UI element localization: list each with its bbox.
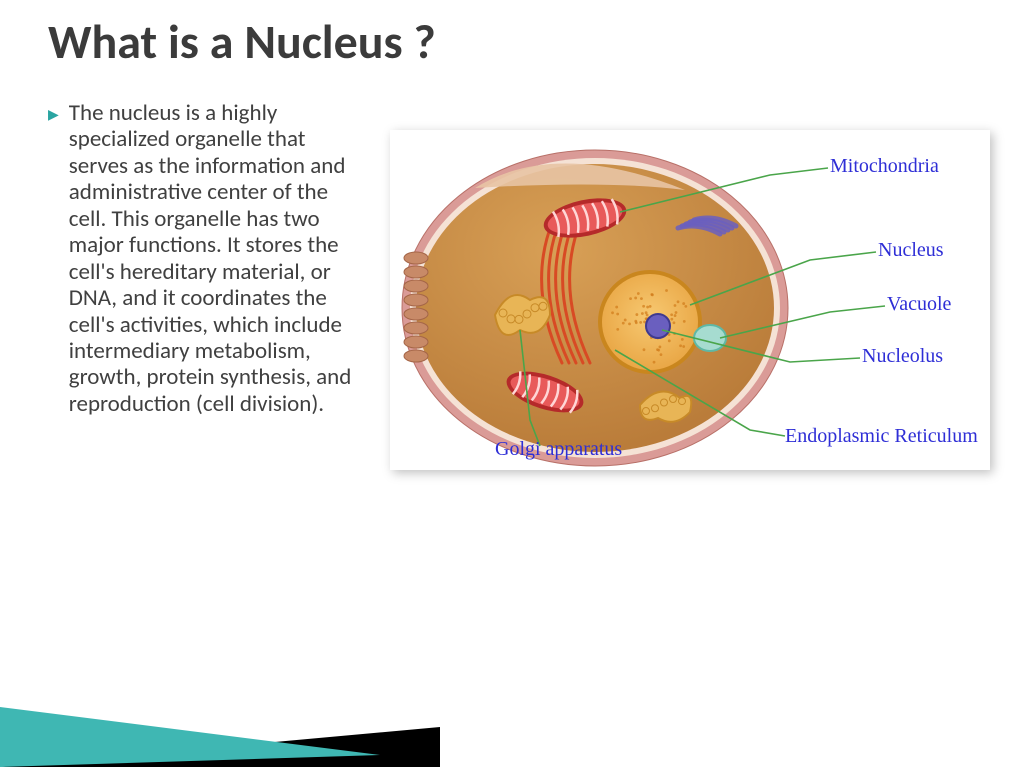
decorative-wedge <box>0 647 440 767</box>
slide: What is a Nucleus ? ▶ The nucleus is a h… <box>0 0 1024 767</box>
cell-diagram: Mitochondria Nucleus Vacuole Nucleolus Endop… <box>390 130 990 470</box>
bullet-arrow-icon: ▶ <box>48 107 59 123</box>
bullet-item: ▶ The nucleus is a highly specialized or… <box>48 100 358 417</box>
diagram-label: Vacuole <box>887 293 952 315</box>
cell-svg: Mitochondria Nucleus Vacuole Nucleolus Endop… <box>390 130 990 470</box>
diagram-label: Golgi apparatus <box>495 438 622 460</box>
diagram-label: Mitochondria <box>830 155 939 177</box>
diagram-label: Endoplasmic Reticulum <box>785 425 978 447</box>
diagram-label: Nucleolus <box>862 345 943 367</box>
diagram-label: Nucleus <box>878 239 944 261</box>
body-text-block: ▶ The nucleus is a highly specialized or… <box>48 100 358 417</box>
slide-title: What is a Nucleus ? <box>48 12 436 71</box>
bullet-text: The nucleus is a highly specialized orga… <box>69 100 358 417</box>
